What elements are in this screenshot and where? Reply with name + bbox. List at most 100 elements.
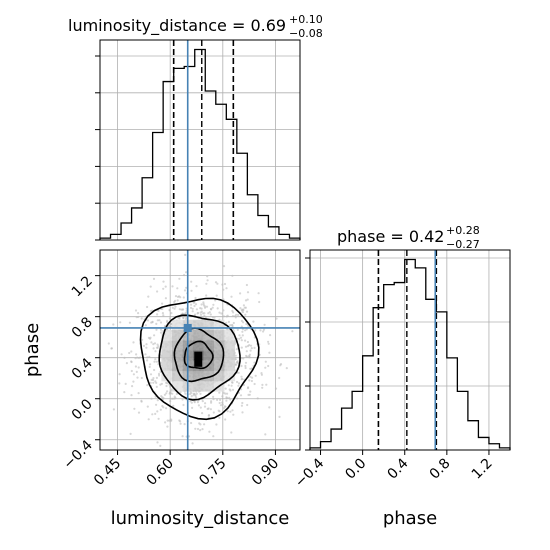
- scatter-point: [201, 412, 204, 415]
- contour-middle: [158, 314, 241, 401]
- scatter-point: [241, 330, 244, 333]
- scatter-point: [156, 313, 159, 316]
- scatter-point: [156, 290, 159, 293]
- scatter-point: [112, 408, 115, 411]
- density-peak: [194, 351, 203, 360]
- scatter-point: [169, 400, 172, 403]
- scatter-point: [205, 282, 208, 285]
- scatter-point: [254, 329, 257, 332]
- scatter-point: [190, 303, 193, 306]
- density-cell: [161, 340, 172, 351]
- scatter-point: [222, 265, 226, 268]
- scatter-point: [262, 330, 265, 333]
- density-cell: [203, 381, 214, 392]
- scatter-point: [161, 312, 164, 315]
- scatter-point: [162, 396, 165, 399]
- scatter-point: [194, 303, 198, 306]
- scatter-point: [176, 295, 180, 298]
- scatter-point: [278, 376, 281, 380]
- scatter-point: [128, 351, 131, 355]
- scatter-point: [144, 324, 147, 327]
- scatter-point: [240, 308, 243, 311]
- density-cell: [224, 330, 236, 341]
- scatter-point: [250, 367, 253, 370]
- density-cell: [171, 319, 183, 330]
- scatter-point: [241, 411, 244, 414]
- title-text: luminosity_distance = 0.69: [68, 16, 286, 36]
- panel-border: [99, 39, 301, 241]
- contour-outer: [139, 297, 260, 421]
- scatter-point: [154, 350, 157, 353]
- scatter-point: [202, 302, 205, 305]
- scatter-point: [176, 299, 179, 302]
- scatter-point: [215, 294, 218, 297]
- scatter-point: [242, 383, 245, 387]
- scatter-point: [133, 407, 136, 410]
- scatter-point: [212, 398, 215, 401]
- scatter-point: [203, 405, 207, 408]
- scatter-point: [132, 380, 135, 383]
- scatter-point: [137, 392, 140, 395]
- scatter-point: [213, 316, 216, 319]
- scatter-point: [212, 435, 215, 438]
- y-ticks: [305, 257, 310, 451]
- scatter-point: [182, 308, 185, 311]
- scatter-point: [137, 411, 141, 414]
- y-tick-label: 1.2: [69, 273, 96, 300]
- scatter-point: [146, 319, 150, 322]
- scatter-point: [263, 323, 266, 326]
- scatter-point: [146, 384, 149, 387]
- scatter-point: [161, 404, 164, 408]
- panel-border: [99, 249, 301, 451]
- scatter-point: [218, 311, 221, 314]
- scatter-point: [154, 358, 157, 361]
- scatter-point: [240, 404, 243, 407]
- scatter-point: [110, 347, 113, 350]
- scatter-point: [258, 300, 261, 304]
- scatter-point: [226, 392, 229, 395]
- scatter-point: [231, 324, 234, 327]
- scatter-point: [245, 283, 248, 287]
- scatter-point: [239, 307, 242, 310]
- scatter-point: [169, 385, 172, 388]
- scatter-point: [152, 377, 155, 380]
- density-cell: [171, 330, 183, 341]
- density-cell: [214, 319, 225, 330]
- scatter-point: [222, 288, 225, 291]
- scatter-point: [244, 366, 247, 370]
- scatter-point: [220, 312, 223, 315]
- quantile-lines: [172, 40, 235, 240]
- scatter-point: [201, 428, 204, 431]
- scatter-point: [209, 313, 212, 316]
- scatter-point: [168, 308, 171, 311]
- scatter-point: [124, 382, 127, 385]
- scatter-point: [166, 419, 169, 422]
- y-tick-label: 0.8: [69, 314, 96, 341]
- scatter-point: [240, 346, 243, 349]
- scatter-point: [268, 351, 271, 354]
- scatter-point: [148, 365, 151, 368]
- scatter-point: [244, 361, 248, 364]
- density-cell: [214, 330, 225, 341]
- scatter-point: [159, 444, 162, 447]
- scatter-point: [125, 362, 128, 365]
- panel-luminosity-distance-hist: luminosity_distance = 0.69 +0.10 −0.08: [68, 13, 323, 241]
- scatter-point: [223, 282, 227, 286]
- scatter-point: [118, 373, 121, 376]
- scatter-point: [129, 432, 132, 435]
- scatter-point: [142, 344, 146, 347]
- scatter-point: [174, 295, 178, 298]
- scatter-point: [221, 403, 224, 406]
- scatter-point: [178, 308, 181, 311]
- scatter-point: [194, 296, 197, 300]
- scatter-point: [166, 425, 169, 428]
- scatter-point: [245, 328, 248, 331]
- scatter-point: [149, 309, 152, 313]
- scatter-point: [171, 306, 174, 309]
- scatter-point: [291, 330, 294, 333]
- scatter-point: [214, 299, 217, 302]
- scatter-point: [178, 317, 181, 320]
- density-cell: [161, 350, 172, 361]
- density-cell: [224, 350, 236, 361]
- scatter-point: [195, 397, 198, 400]
